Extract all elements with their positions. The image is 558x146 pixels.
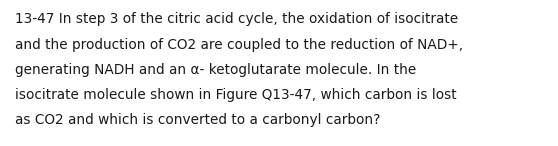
Text: and the production of CO2 are coupled to the reduction of NAD+,: and the production of CO2 are coupled to… (15, 38, 463, 52)
Text: as CO2 and which is converted to a carbonyl carbon?: as CO2 and which is converted to a carbo… (15, 113, 381, 127)
Text: 13-47 In step 3 of the citric acid cycle, the oxidation of isocitrate: 13-47 In step 3 of the citric acid cycle… (15, 12, 458, 26)
Text: isocitrate molecule shown in Figure Q13-47, which carbon is lost: isocitrate molecule shown in Figure Q13-… (15, 88, 456, 102)
Text: generating NADH and an α- ketoglutarate molecule. In the: generating NADH and an α- ketoglutarate … (15, 63, 416, 77)
